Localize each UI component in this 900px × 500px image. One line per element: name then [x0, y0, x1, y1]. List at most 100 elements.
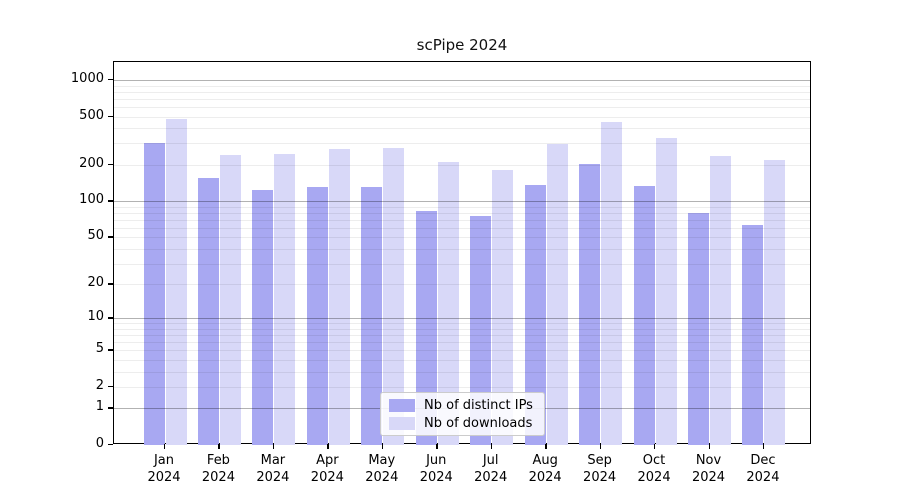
- gridline-800: [114, 91, 810, 93]
- bar-nb-of-distinct-ips-nov-2024: [688, 212, 709, 445]
- gridline-60: [114, 227, 810, 229]
- x-tick-label-jul-2024: Jul 2024: [474, 453, 508, 485]
- x-tick-label-may-2024: May 2024: [365, 453, 399, 485]
- y-tick-label-100: 100: [79, 192, 104, 208]
- bar-nb-of-distinct-ips-jun-2024: [415, 210, 437, 445]
- x-tick-mark-jul-2024: [490, 444, 493, 449]
- gridline-9: [114, 323, 810, 325]
- y-tick-mark-200: [108, 163, 113, 166]
- bar-nb-of-downloads-dec-2024: [764, 160, 786, 445]
- x-tick-mark-oct-2024: [654, 444, 656, 449]
- y-tick-label-0: 0: [95, 436, 104, 451]
- x-tick-mark-feb-2024: [218, 444, 220, 449]
- gridline-100: [114, 201, 810, 203]
- legend-item-downloads: Nb of downloads: [389, 416, 536, 431]
- y-tick-label-5: 5: [95, 341, 104, 357]
- x-tick-mark-dec-2024: [762, 444, 765, 449]
- bar-nb-of-downloads-aug-2024: [546, 144, 568, 445]
- bar-nb-of-distinct-ips-aug-2024: [524, 185, 546, 445]
- y-tick-label-500: 500: [79, 107, 104, 123]
- legend-label-downloads: Nb of downloads: [424, 415, 533, 431]
- bar-nb-of-downloads-sep-2024: [601, 122, 623, 445]
- bar-nb-of-downloads-apr-2024: [328, 148, 350, 445]
- x-tick-label-dec-2024: Dec 2024: [746, 453, 780, 485]
- bar-nb-of-distinct-ips-oct-2024: [633, 185, 655, 445]
- gridline-70: [114, 219, 810, 221]
- bar-nb-of-distinct-ips-jul-2024: [470, 215, 492, 445]
- y-tick-mark-50: [108, 236, 113, 238]
- gridline-50: [114, 237, 810, 239]
- gridline-300: [114, 143, 810, 145]
- x-tick-label-nov-2024: Nov 2024: [691, 453, 726, 485]
- y-tick-label-10: 10: [87, 309, 104, 325]
- bar-nb-of-downloads-may-2024: [383, 147, 405, 445]
- bar-nb-of-distinct-ips-may-2024: [361, 187, 383, 445]
- gridline-90: [114, 206, 810, 208]
- gridline-30: [114, 263, 810, 265]
- y-tick-mark-2: [108, 385, 113, 388]
- bar-nb-of-distinct-ips-dec-2024: [742, 225, 764, 445]
- y-tick-mark-100: [108, 200, 113, 202]
- y-tick-mark-1000: [108, 78, 113, 81]
- bar-nb-of-downloads-oct-2024: [655, 137, 677, 445]
- gridline-1000: [114, 79, 810, 81]
- bar-nb-of-downloads-mar-2024: [274, 153, 296, 445]
- y-tick-mark-1: [108, 407, 113, 409]
- bar-nb-of-distinct-ips-jan-2024: [143, 142, 165, 445]
- x-tick-mark-mar-2024: [272, 444, 275, 449]
- y-tick-mark-20: [108, 283, 113, 285]
- x-tick-label-feb-2024: Feb 2024: [201, 453, 235, 485]
- bar-nb-of-downloads-jan-2024: [165, 118, 187, 445]
- legend-item-distinct-ips: Nb of distinct IPs: [389, 398, 536, 413]
- y-tick-label-50: 50: [87, 228, 104, 244]
- gridline-3: [114, 371, 810, 373]
- gridline-4: [114, 359, 810, 361]
- bar-nb-of-downloads-feb-2024: [219, 155, 241, 445]
- x-tick-label-mar-2024: Mar 2024: [256, 453, 290, 485]
- legend-swatch-distinct-ips: [389, 398, 415, 412]
- x-tick-label-oct-2024: Oct 2024: [637, 453, 671, 485]
- y-tick-label-1: 1: [95, 399, 104, 415]
- gridline-10: [114, 318, 810, 320]
- x-tick-mark-sep-2024: [599, 444, 601, 449]
- x-tick-mark-nov-2024: [708, 444, 710, 449]
- x-tick-mark-apr-2024: [327, 444, 329, 449]
- x-tick-label-jan-2024: Jan 2024: [147, 453, 181, 485]
- gridline-7: [114, 335, 810, 337]
- bar-nb-of-distinct-ips-sep-2024: [579, 164, 601, 445]
- y-tick-mark-500: [108, 115, 113, 117]
- x-tick-mark-may-2024: [381, 444, 384, 449]
- y-tick-label-20: 20: [87, 275, 104, 291]
- x-tick-label-sep-2024: Sep 2024: [583, 453, 617, 485]
- y-tick-mark-5: [108, 349, 113, 351]
- x-tick-label-apr-2024: Apr 2024: [310, 453, 344, 485]
- bar-nb-of-downloads-nov-2024: [710, 155, 731, 445]
- legend-label-distinct-ips: Nb of distinct IPs: [424, 397, 533, 413]
- plot-area: [113, 61, 811, 445]
- x-tick-mark-jan-2024: [164, 444, 166, 449]
- x-tick-mark-aug-2024: [545, 444, 547, 449]
- y-tick-mark-0: [108, 444, 113, 446]
- y-tick-label-200: 200: [79, 155, 104, 171]
- y-tick-label-2: 2: [95, 377, 104, 393]
- bar-nb-of-distinct-ips-mar-2024: [252, 189, 274, 445]
- gridline-2: [114, 386, 810, 388]
- bar-nb-of-downloads-jul-2024: [492, 169, 514, 445]
- gridline-80: [114, 212, 810, 214]
- chart-title: scPipe 2024: [416, 36, 508, 54]
- legend: Nb of distinct IPs Nb of downloads: [380, 392, 545, 436]
- bar-nb-of-downloads-jun-2024: [437, 161, 459, 445]
- gridline-5: [114, 350, 810, 352]
- gridline-20: [114, 284, 810, 286]
- y-tick-label-1000: 1000: [70, 70, 104, 86]
- bar-nb-of-distinct-ips-apr-2024: [306, 186, 328, 445]
- x-tick-mark-jun-2024: [436, 444, 438, 449]
- legend-swatch-downloads: [389, 416, 415, 430]
- gridline-600: [114, 106, 810, 108]
- gridline-900: [114, 85, 810, 87]
- gridline-200: [114, 164, 810, 166]
- gridline-40: [114, 248, 810, 250]
- gridline-6: [114, 342, 810, 344]
- x-tick-label-aug-2024: Aug 2024: [528, 453, 562, 485]
